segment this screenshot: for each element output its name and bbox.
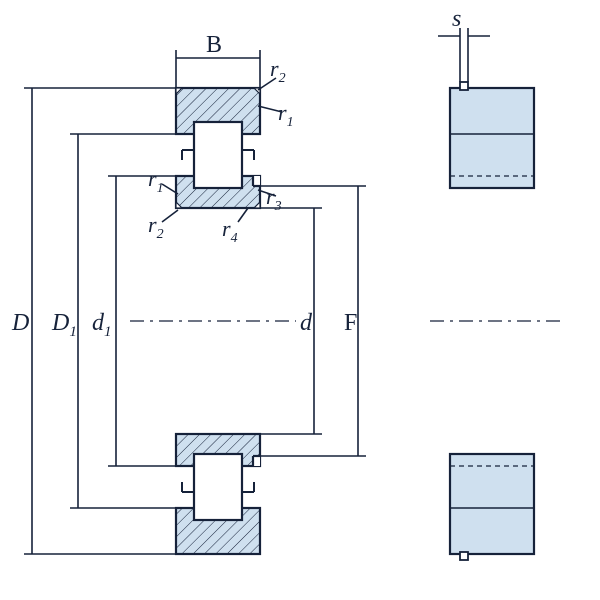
- label-D: D: [11, 310, 29, 336]
- label-r2-left: r2: [148, 212, 164, 242]
- label-B: B: [206, 32, 222, 58]
- bearing-diagram: D D1 d1 d F B s r2 r1 r1 r2 r3 r4: [0, 0, 600, 600]
- outer-ring-top-side: [450, 88, 534, 188]
- roller-bottom: [194, 454, 242, 520]
- label-r1-left: r1: [148, 166, 164, 196]
- label-d: d: [300, 310, 313, 336]
- label-D1: D1: [51, 310, 77, 340]
- label-F: F: [344, 310, 357, 336]
- label-s: s: [452, 6, 461, 32]
- label-r2-top: r2: [270, 56, 286, 86]
- label-d1: d1: [92, 310, 112, 340]
- roller-top: [194, 122, 242, 188]
- outer-ring-bottom-side: [450, 454, 534, 554]
- label-r4: r4: [222, 216, 238, 246]
- label-r3: r3: [266, 184, 282, 214]
- label-r1-top: r1: [278, 100, 294, 130]
